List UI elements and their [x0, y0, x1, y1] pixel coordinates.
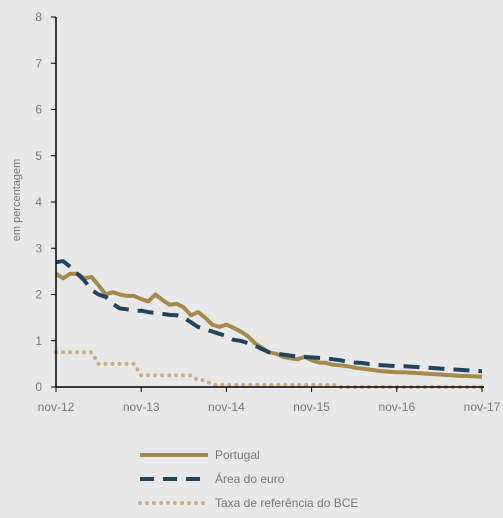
- x-tick-label: nov-14: [208, 400, 245, 414]
- series-line-1: [54, 271, 483, 379]
- x-tick-label: nov-16: [378, 400, 415, 414]
- y-axis-title: em percentagem: [11, 159, 23, 242]
- axes: 0 1 2 3 4 5 6 7 8 nov-12 nov-13 nov-14 nov-15 nov-16 n…: [11, 10, 501, 414]
- plot-area: [54, 259, 484, 389]
- y-tick-label: 5: [35, 149, 42, 163]
- x-tick-label: nov-15: [293, 400, 330, 414]
- series-line-2: [55, 259, 483, 374]
- y-tick-label: 4: [35, 195, 42, 209]
- y-tick-label: 7: [35, 56, 42, 70]
- y-tick-label: 1: [35, 334, 42, 348]
- x-tick-label: nov-13: [123, 400, 160, 414]
- series-line-3: [54, 350, 484, 389]
- legend-label-2: Área do euro: [215, 471, 285, 486]
- legend-label-1: Portugal: [215, 448, 260, 462]
- x-tick-label: nov-17: [464, 400, 501, 414]
- y-tick-label: 6: [35, 103, 42, 117]
- legend-label-3: Taxa de referência do BCE: [215, 496, 358, 510]
- legend: Portugal Área do euro Taxa de referência d…: [138, 448, 358, 510]
- y-tick-label: 0: [35, 380, 42, 394]
- y-tick-label: 3: [35, 241, 42, 255]
- y-tick-label: 2: [35, 288, 42, 302]
- x-tick-label: nov-12: [38, 400, 75, 414]
- y-tick-label: 8: [35, 10, 42, 24]
